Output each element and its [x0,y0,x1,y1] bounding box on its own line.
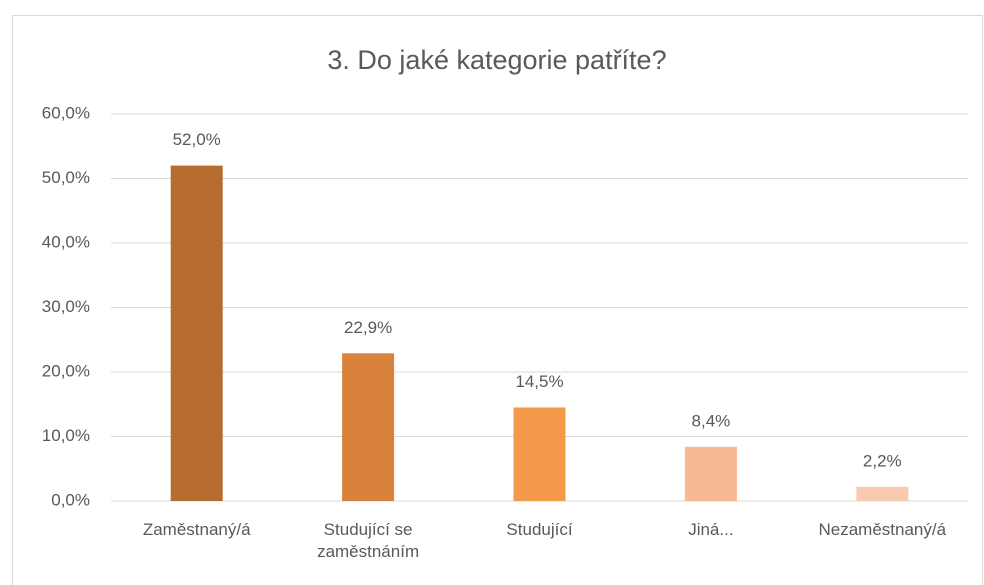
x-tick-label-box: Jiná... [688,520,734,539]
y-tick-label: 30,0% [42,297,90,316]
value-label: 8,4% [692,411,731,430]
x-tick-label: Studující [506,520,573,539]
value-label: 22,9% [344,318,392,337]
bar [170,165,223,501]
y-tick-label: 0,0% [51,490,90,509]
bar [684,446,737,501]
x-tick-label-box: Studující se zaměstnáním [317,520,420,561]
y-tick-label: 50,0% [42,168,90,187]
value-label: 2,2% [863,451,902,470]
chart-frame [12,15,983,585]
bar [342,353,395,501]
value-label: 52,0% [173,130,221,149]
x-tick-label-box: Zaměstnaný/á [142,520,251,539]
x-tick-label-box: Studující [506,520,573,539]
value-label: 14,5% [515,372,563,391]
y-tick-label: 10,0% [42,426,90,445]
x-tick-label-box: Nezaměstnaný/á [818,520,947,539]
x-tick-label: Zaměstnaný/á [142,520,251,539]
y-tick-label: 60,0% [42,103,90,122]
bar [513,407,566,501]
chart-title: 3. Do jaké kategorie patříte? [327,45,666,75]
x-tick-label: Studující se zaměstnáním [317,520,420,561]
y-tick-label: 20,0% [42,361,90,380]
bar [856,486,909,501]
x-tick-label: Jiná... [688,520,734,539]
y-tick-label: 40,0% [42,232,90,251]
x-tick-label: Nezaměstnaný/á [818,520,947,539]
